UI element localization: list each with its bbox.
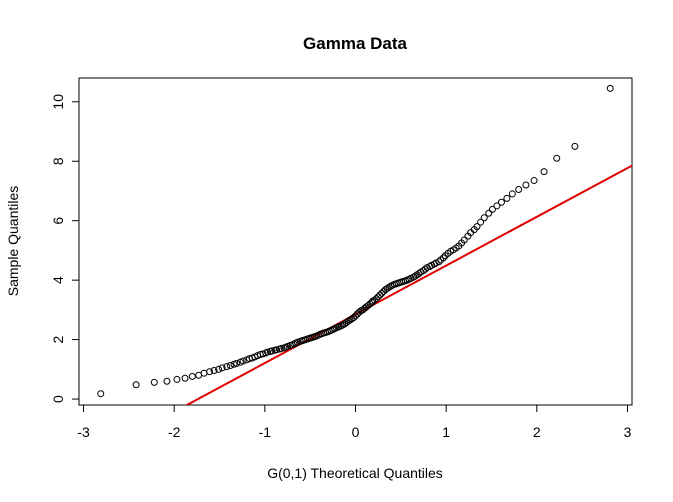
data-point (378, 289, 386, 297)
data-point (372, 295, 380, 303)
data-point (277, 345, 285, 353)
data-points-layer (97, 84, 614, 398)
data-point (97, 390, 105, 398)
x-tick-label: 3 (624, 424, 632, 440)
reference-line-layer (184, 164, 632, 405)
data-point (339, 321, 347, 329)
y-tick-label: 8 (50, 157, 66, 165)
data-point (273, 346, 281, 354)
x-tick-label: -2 (168, 424, 181, 440)
data-point (206, 368, 214, 376)
x-tick-label: 2 (533, 424, 541, 440)
data-point (410, 273, 418, 281)
x-tick-label: 0 (352, 424, 360, 440)
data-point (473, 223, 481, 231)
data-point (226, 361, 234, 369)
reference-line (184, 164, 632, 405)
data-point (374, 293, 382, 301)
y-axis: 0 2 4 6 8 10 (50, 94, 80, 403)
y-tick-label: 4 (50, 276, 66, 284)
y-tick-label: 0 (50, 395, 66, 403)
plot-frame (78, 77, 633, 406)
y-tick-label: 10 (50, 94, 66, 110)
data-point (421, 265, 429, 273)
data-point (223, 363, 231, 371)
data-point (497, 198, 505, 206)
data-point (606, 84, 614, 92)
data-point (435, 258, 443, 266)
data-point (163, 377, 171, 385)
data-point (233, 359, 241, 367)
data-point (352, 312, 359, 320)
data-point (268, 347, 276, 355)
data-point (215, 365, 223, 373)
data-point (480, 214, 488, 222)
data-point (344, 317, 352, 325)
data-point (571, 142, 579, 150)
y-tick-label: 6 (50, 217, 66, 225)
data-point (346, 316, 354, 324)
data-point (503, 194, 511, 202)
data-point (381, 286, 389, 294)
data-point (508, 190, 516, 198)
data-point (515, 185, 523, 193)
data-point (264, 348, 272, 356)
data-point (540, 168, 548, 176)
data-point (210, 367, 218, 375)
x-axis: -3 -2 -1 0 1 2 3 (77, 404, 632, 440)
data-point (522, 181, 530, 189)
data-point (493, 202, 501, 210)
data-point (530, 177, 538, 185)
x-tick-label: -3 (77, 424, 90, 440)
data-point (385, 283, 393, 291)
data-point (439, 254, 447, 262)
y-axis-label: Sample Quantiles (5, 186, 21, 297)
data-point (355, 308, 363, 316)
data-point (181, 374, 189, 382)
data-point (350, 314, 358, 322)
data-point (383, 284, 391, 292)
data-point (173, 375, 181, 383)
data-point (553, 154, 561, 162)
data-point (218, 364, 226, 372)
chart-title: Gamma Data (303, 34, 407, 53)
data-point (188, 372, 196, 380)
x-tick-label: 1 (442, 424, 450, 440)
data-point (132, 381, 140, 389)
data-point (485, 209, 493, 217)
data-point (150, 378, 158, 386)
x-axis-label: G(0,1) Theoretical Quantiles (267, 465, 443, 481)
data-point (477, 218, 485, 226)
data-point (488, 205, 496, 213)
data-point (239, 357, 247, 365)
data-point (411, 272, 419, 280)
data-point (376, 291, 384, 299)
x-tick-label: -1 (259, 424, 272, 440)
y-tick-label: 2 (50, 335, 66, 343)
data-point (460, 236, 468, 244)
